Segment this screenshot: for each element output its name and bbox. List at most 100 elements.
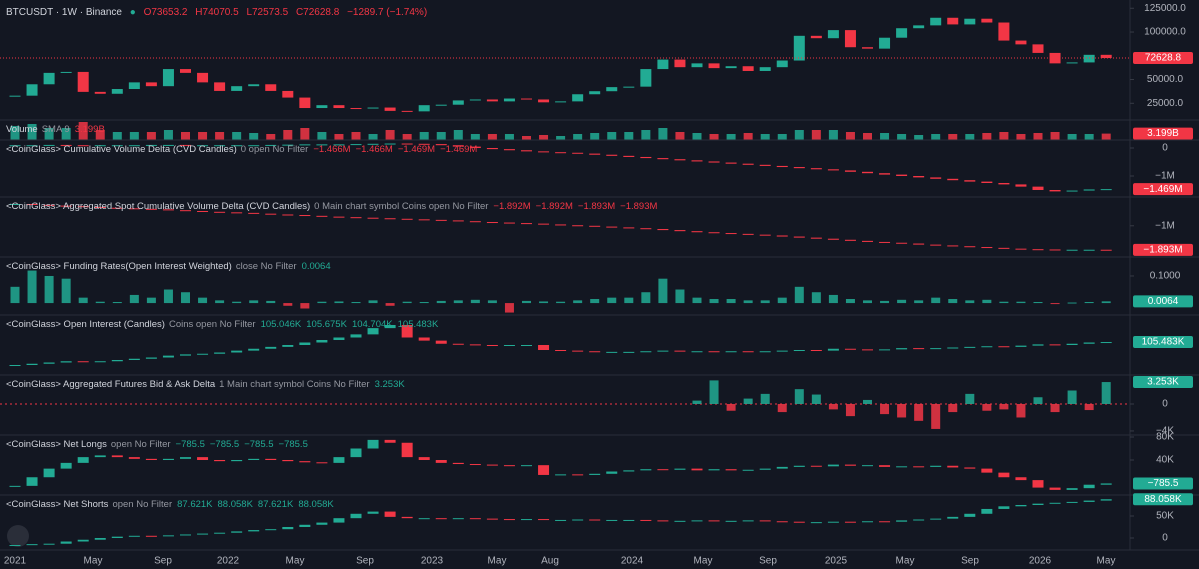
candle <box>947 516 959 519</box>
bar <box>215 300 225 304</box>
candle <box>759 234 771 236</box>
candle <box>435 340 447 344</box>
candle <box>486 148 498 150</box>
x-tick-label: 2024 <box>621 556 644 567</box>
candle <box>77 539 89 542</box>
candle <box>572 350 584 352</box>
candle <box>214 82 226 91</box>
last-value-box <box>1133 243 1193 256</box>
candle <box>94 455 106 458</box>
bar <box>504 134 514 140</box>
candle <box>111 455 123 458</box>
ohlc-low: L72573.5 <box>246 7 289 18</box>
candle <box>964 18 976 25</box>
legend-value: −1.466M <box>313 144 351 155</box>
candle <box>111 207 123 209</box>
bar <box>283 130 293 140</box>
bar <box>1016 301 1026 304</box>
candle <box>452 145 464 147</box>
candle <box>862 240 873 242</box>
bar <box>675 132 685 140</box>
candle <box>469 344 481 346</box>
bar <box>777 134 787 140</box>
legend-value: 87.621K <box>177 499 213 510</box>
candle <box>657 469 669 471</box>
bar <box>249 300 259 304</box>
bar <box>880 133 890 140</box>
bar <box>351 301 361 304</box>
bar <box>794 389 804 404</box>
y-tick-label: 50000.0 <box>1147 74 1184 85</box>
pane-title: <CoinGlass> Funding Rates(Open Interest … <box>6 261 232 272</box>
candle <box>538 223 550 225</box>
candle <box>435 104 447 106</box>
candle <box>503 519 515 521</box>
candle <box>26 84 38 96</box>
y-tick-label: −1M <box>1155 220 1175 231</box>
candle <box>657 59 669 70</box>
candle <box>60 462 72 469</box>
candle <box>930 177 942 179</box>
candle <box>248 145 260 147</box>
candle <box>43 204 55 206</box>
bar <box>266 134 276 140</box>
candle <box>248 348 260 351</box>
candle <box>555 474 567 476</box>
candle <box>759 164 771 166</box>
bar <box>726 134 736 140</box>
candle <box>162 535 174 537</box>
bar <box>760 134 770 140</box>
bar <box>965 300 975 304</box>
candle <box>299 524 311 527</box>
candle <box>759 351 771 353</box>
candle <box>145 458 157 460</box>
bar <box>845 403 855 417</box>
candle <box>469 221 481 223</box>
last-value-box <box>1133 493 1193 506</box>
bar <box>368 134 378 140</box>
bar <box>539 301 549 304</box>
bar <box>743 300 753 304</box>
candle <box>231 212 243 214</box>
candle <box>452 462 464 465</box>
candle <box>964 246 976 248</box>
candle <box>486 345 498 346</box>
candle <box>1066 190 1078 192</box>
candle <box>879 173 891 175</box>
bar <box>641 292 651 304</box>
bar <box>573 134 583 140</box>
candle <box>913 25 925 29</box>
candle <box>793 35 805 61</box>
candle <box>1100 249 1112 251</box>
x-tick-label: 2021 <box>4 556 27 567</box>
bar <box>709 380 719 404</box>
candle <box>418 518 430 520</box>
candle <box>128 145 140 147</box>
bar <box>129 294 139 304</box>
candle <box>725 351 737 353</box>
candle <box>435 144 447 146</box>
candle <box>1066 249 1078 251</box>
candle <box>401 218 413 220</box>
candle <box>810 237 822 239</box>
bar <box>232 132 242 140</box>
candle <box>674 350 686 352</box>
legend-value: −1.466M <box>355 144 393 155</box>
candle <box>606 154 618 156</box>
bar <box>828 403 838 410</box>
candle <box>299 461 311 463</box>
candle <box>265 144 277 146</box>
candle <box>691 63 703 68</box>
candle <box>827 521 839 523</box>
candle <box>572 474 584 476</box>
candle <box>827 30 839 39</box>
candle <box>43 362 55 364</box>
candle <box>589 153 601 155</box>
candle <box>538 151 550 153</box>
candle <box>111 89 123 94</box>
bar <box>965 393 975 404</box>
legend-value: −785.5 <box>175 439 205 450</box>
last-value-box <box>1133 376 1193 389</box>
candle <box>862 171 873 174</box>
bar <box>334 134 344 140</box>
